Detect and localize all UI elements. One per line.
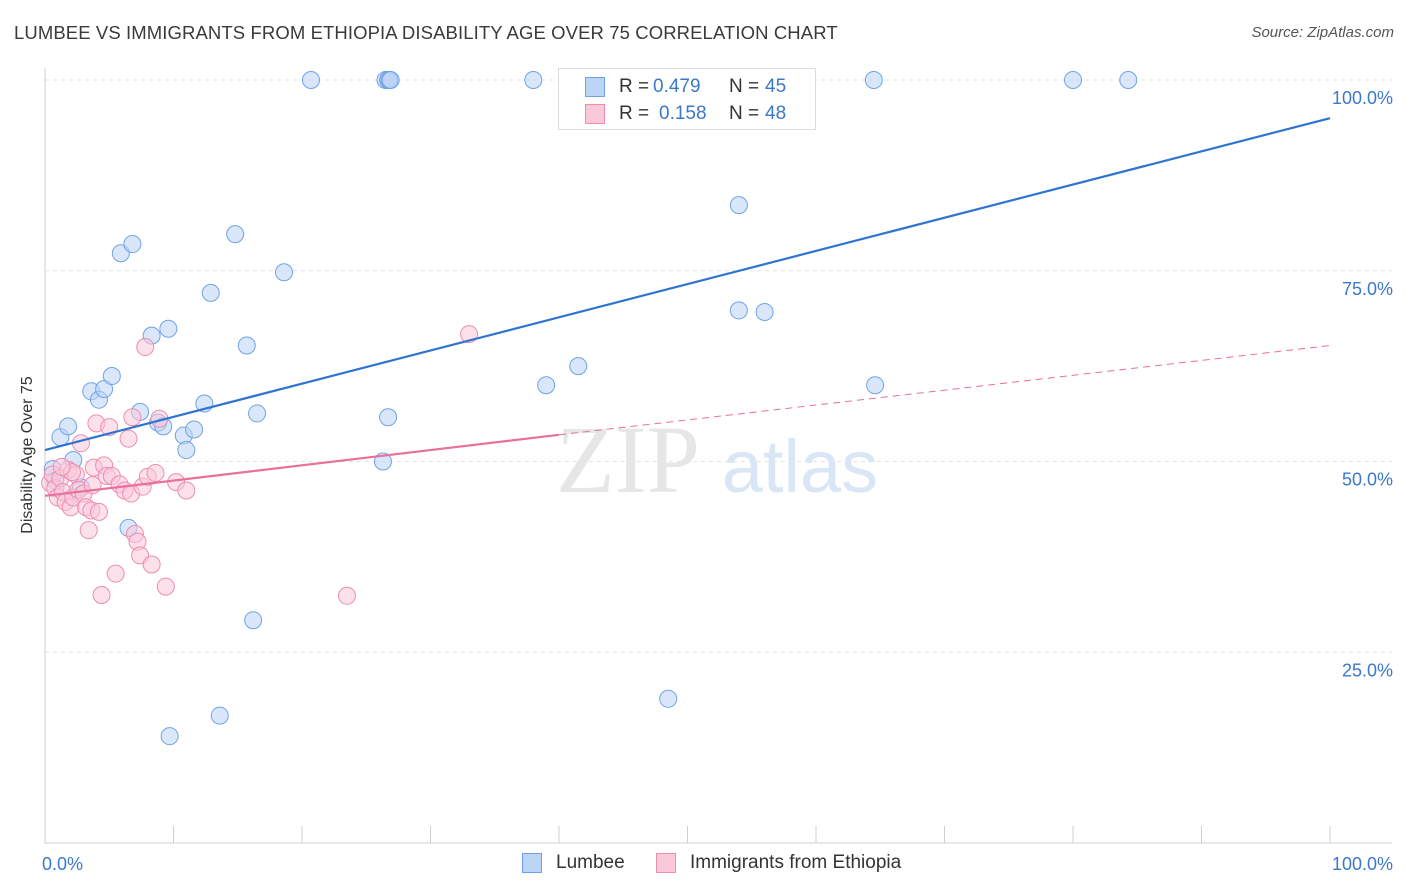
lumbee-point xyxy=(185,420,204,439)
lumbee-point xyxy=(569,357,588,376)
ethiopia-swatch xyxy=(585,104,605,124)
lumbee-point xyxy=(275,263,294,282)
lumbee-point xyxy=(381,71,400,89)
lumbee-point xyxy=(177,441,196,460)
lumbee-point xyxy=(729,196,748,215)
x-tick-label: 0.0% xyxy=(42,854,83,874)
n-label: N = xyxy=(729,103,760,124)
n-label: N = xyxy=(729,76,760,97)
r-label: R = xyxy=(619,103,650,124)
lumbee-point xyxy=(866,376,885,395)
ethiopia-trend-extension xyxy=(558,345,1331,436)
watermark: ZIP atlas xyxy=(556,406,878,513)
watermark-atlas: atlas xyxy=(722,425,878,508)
tick-labels: 25.0% 50.0% 75.0% 100.0% 0.0% 100.0% xyxy=(42,88,1393,874)
y-tick-label: 100.0% xyxy=(1332,88,1393,108)
ethiopia-point xyxy=(146,463,165,482)
lumbee-point xyxy=(59,417,78,436)
y-tick-label: 50.0% xyxy=(1342,470,1393,490)
x-tick-label: 100.0% xyxy=(1332,854,1393,874)
lumbee-swatch xyxy=(585,77,605,97)
lumbee-point xyxy=(201,283,220,302)
lumbee-point xyxy=(226,225,245,244)
lumbee-legend-label: Lumbee xyxy=(556,852,625,873)
ethiopia-point xyxy=(156,577,175,596)
lumbee-point xyxy=(301,71,320,89)
ethiopia-point xyxy=(123,408,142,427)
lumbee-point xyxy=(659,689,678,708)
lumbee-point xyxy=(1119,71,1138,89)
lumbee-trend-line xyxy=(44,117,1331,452)
ethiopia-point xyxy=(92,586,111,605)
r-label: R = xyxy=(619,76,650,97)
lumbee-point xyxy=(729,301,748,320)
source-credit: Source: ZipAtlas.com xyxy=(1251,24,1394,41)
lumbee-point xyxy=(864,71,883,89)
lumbee-legend-swatch xyxy=(522,853,542,873)
lumbee-point xyxy=(755,302,774,321)
r-value: 0.158 xyxy=(659,103,707,124)
lumbee-point xyxy=(524,71,543,89)
ethiopia-point xyxy=(106,564,125,583)
ethiopia-point xyxy=(79,521,98,540)
lumbee-point xyxy=(1064,71,1082,89)
ethiopia-point xyxy=(136,338,155,357)
lumbee-point xyxy=(159,319,178,338)
n-value: 48 xyxy=(765,103,787,124)
lumbee-point xyxy=(237,336,256,355)
data-points xyxy=(41,71,1138,746)
lumbee-point xyxy=(160,727,179,746)
lumbee-point xyxy=(210,706,229,725)
n-value: 45 xyxy=(765,76,787,97)
ethiopia-point xyxy=(89,502,108,521)
ethiopia-point xyxy=(337,586,356,605)
lumbee-point xyxy=(248,404,267,423)
chart-title: LUMBEE VS IMMIGRANTS FROM ETHIOPIA DISAB… xyxy=(14,22,838,43)
ethiopia-legend-label: Immigrants from Ethiopia xyxy=(690,852,902,873)
watermark-zip: ZIP xyxy=(556,406,700,513)
lumbee-point xyxy=(379,408,398,427)
r-value: 0.479 xyxy=(653,76,701,97)
ethiopia-point xyxy=(142,555,161,574)
lumbee-point xyxy=(537,376,556,395)
y-tick-label: 25.0% xyxy=(1342,660,1393,680)
y-tick-label: 75.0% xyxy=(1342,279,1393,299)
lumbee-point xyxy=(244,611,263,630)
ethiopia-point xyxy=(52,457,71,476)
ethiopia-trend-line xyxy=(44,433,560,497)
grid-lines xyxy=(45,79,1392,653)
axes xyxy=(44,68,1392,844)
trend-lines xyxy=(44,117,1331,497)
ethiopia-point xyxy=(119,429,138,448)
ethiopia-legend-swatch xyxy=(656,853,676,873)
lumbee-point xyxy=(102,367,121,386)
ethiopia-point xyxy=(177,481,196,500)
lumbee-point xyxy=(123,235,142,254)
stats-legend: R = 0.479 N = 45 R = 0.158 N = 48 xyxy=(558,68,816,130)
